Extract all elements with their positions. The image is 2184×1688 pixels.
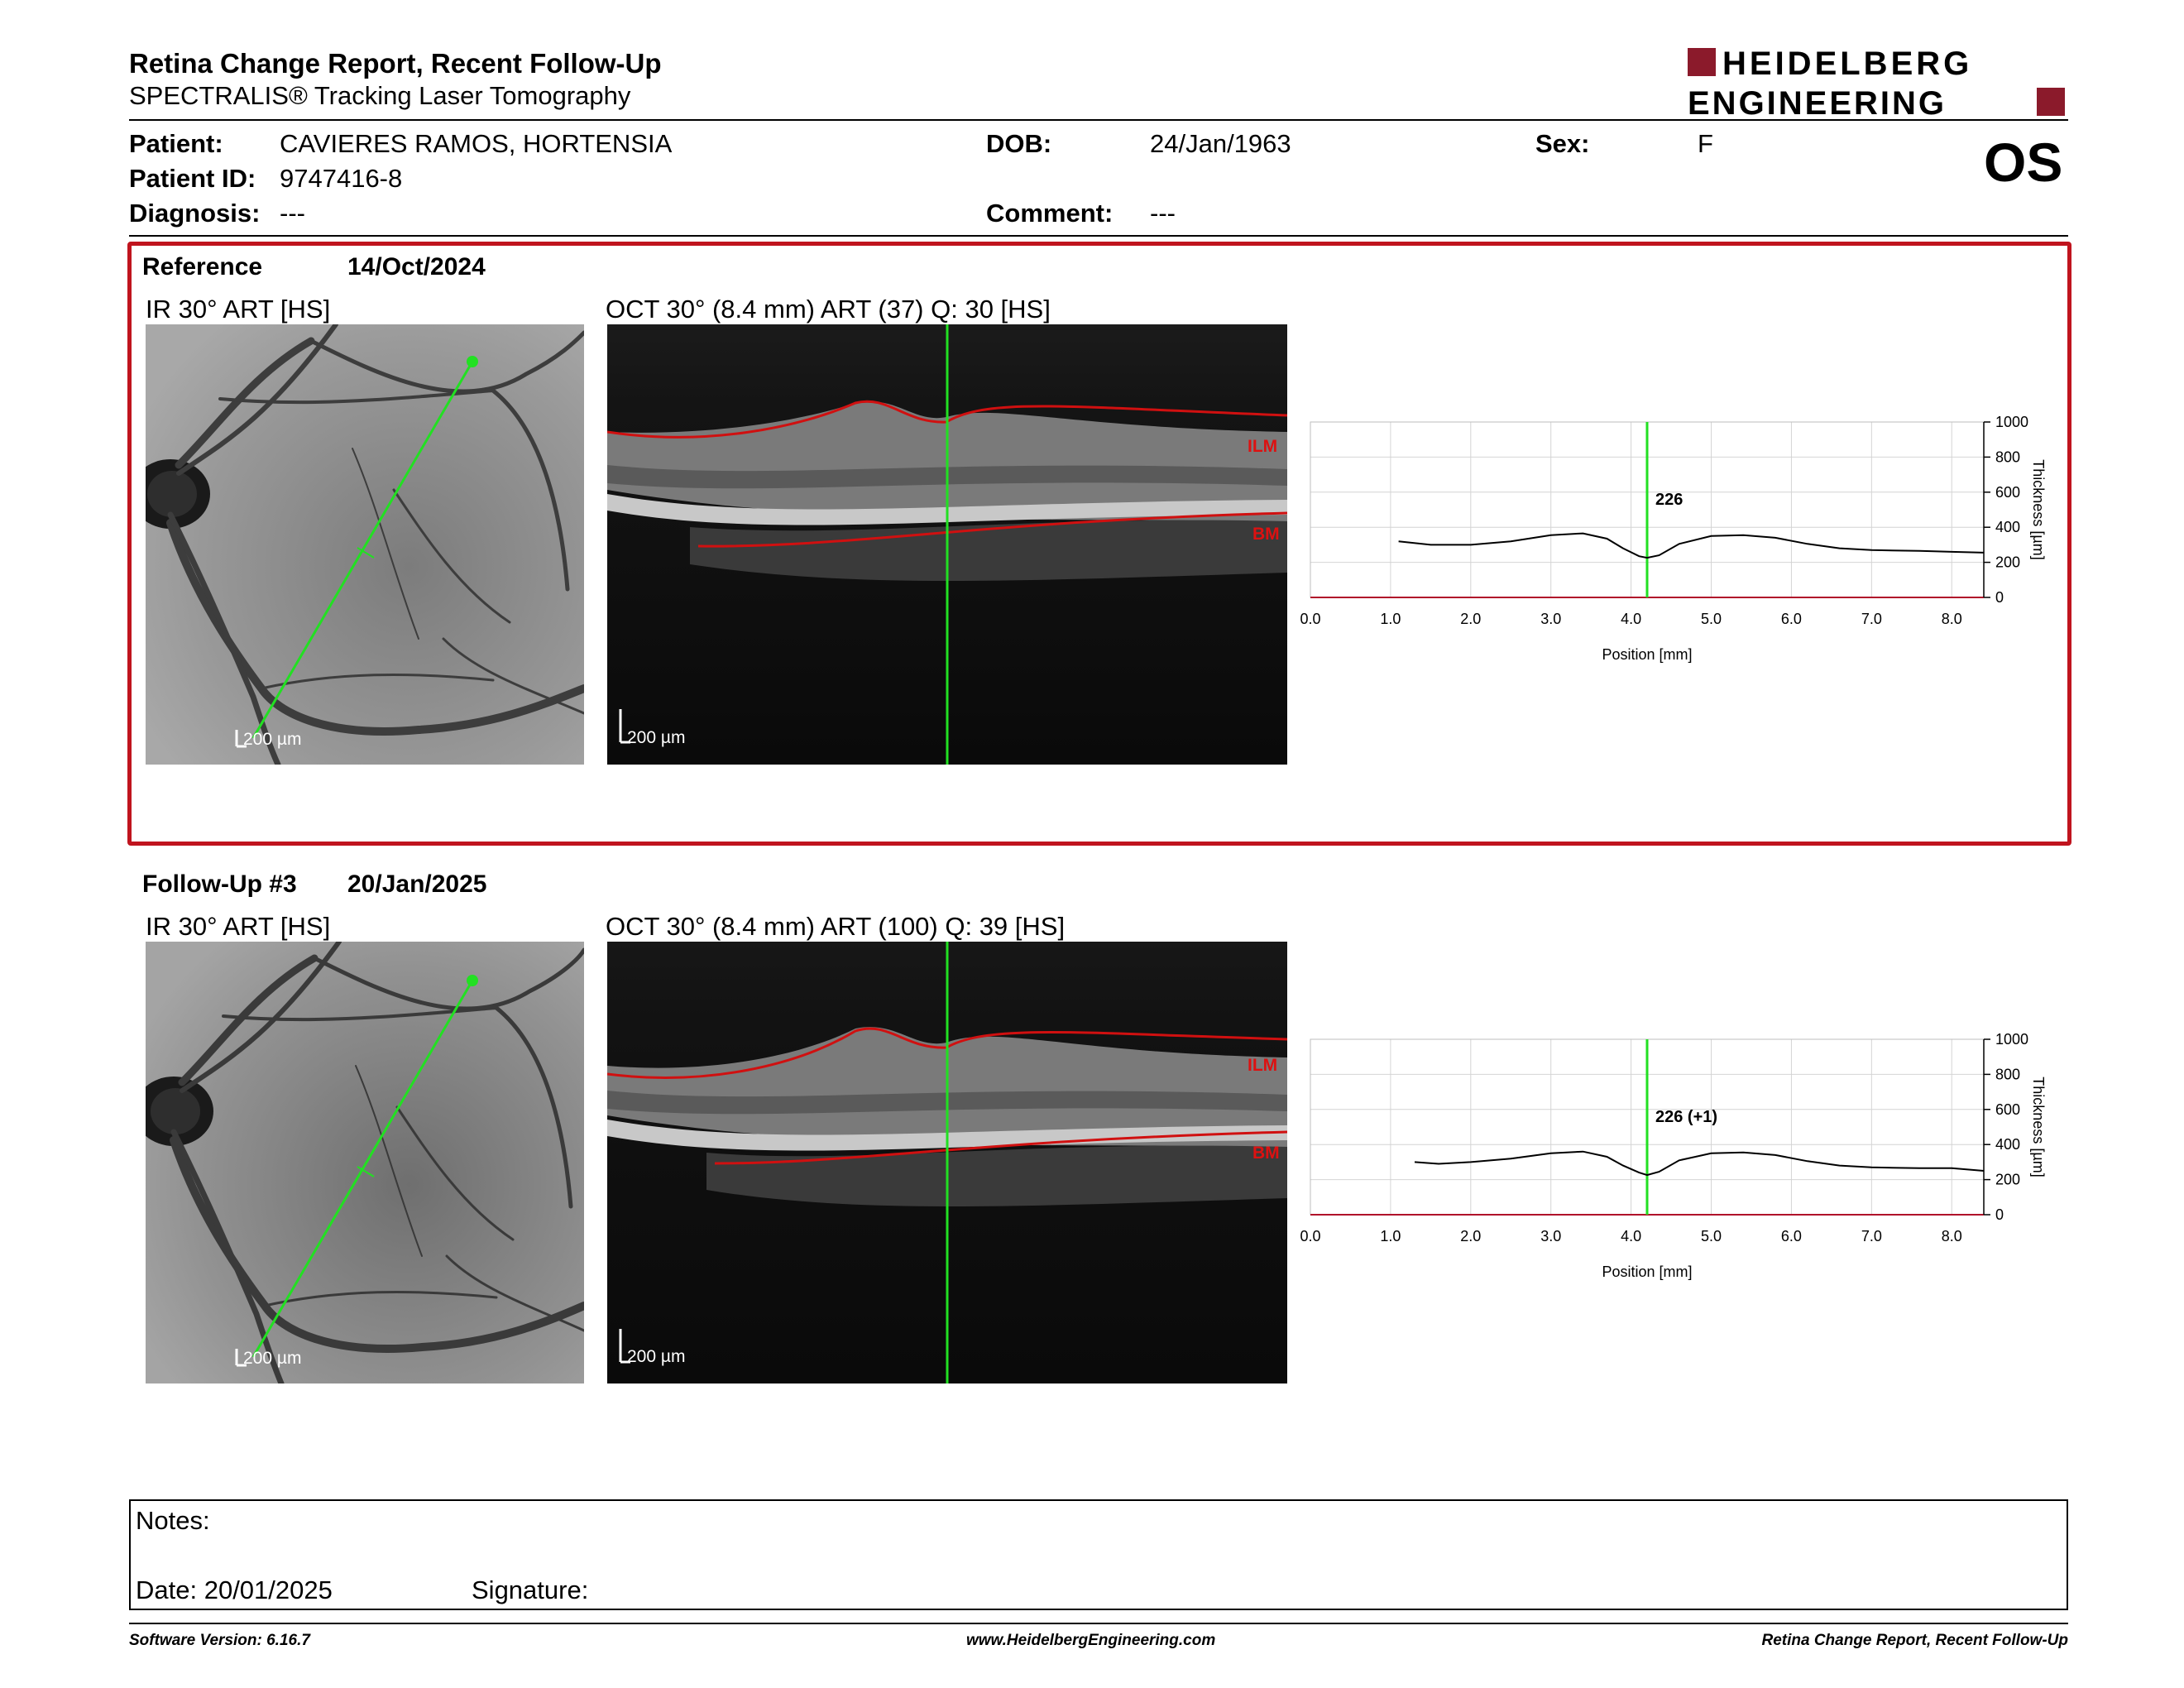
followup-label: Follow-Up #3	[142, 870, 297, 898]
x-tick-label: 3.0	[1540, 611, 1561, 627]
x-tick-label: 8.0	[1942, 1228, 1962, 1244]
reference-oct-bscan: ILM BM 200 µm	[607, 324, 1287, 765]
patient-id-value: 9747416-8	[280, 164, 403, 193]
x-tick-label: 5.0	[1701, 611, 1722, 627]
followup-date: 20/Jan/2025	[347, 870, 487, 898]
followup-fundus-image: 200 µm	[146, 942, 584, 1383]
y-tick-label: 800	[1995, 1066, 2020, 1082]
x-tick-label: 4.0	[1621, 1228, 1641, 1244]
svg-text:BM: BM	[1252, 1144, 1280, 1163]
comment-label: Comment:	[986, 199, 1114, 228]
x-tick-label: 1.0	[1380, 1228, 1401, 1244]
y-axis-label: Thickness [µm]	[2030, 1077, 2047, 1177]
svg-text:ILM: ILM	[1248, 437, 1277, 456]
marker-value-label: 226 (+1)	[1655, 1108, 1717, 1126]
reference-ir-label: IR 30° ART [HS]	[146, 295, 331, 324]
x-tick-label: 8.0	[1942, 611, 1962, 627]
y-tick-label: 1000	[1995, 1031, 2028, 1048]
followup-ir-label: IR 30° ART [HS]	[146, 912, 331, 941]
y-tick-label: 200	[1995, 1172, 2020, 1188]
x-tick-label: 7.0	[1861, 1228, 1882, 1244]
x-tick-label: 6.0	[1781, 1228, 1802, 1244]
notes-box: Notes: Date: 20/01/2025 Signature:	[129, 1499, 2068, 1610]
x-tick-label: 0.0	[1300, 611, 1320, 627]
sex-label: Sex:	[1535, 129, 1590, 158]
svg-text:ENGINEERING: ENGINEERING	[1688, 85, 1947, 118]
y-tick-label: 400	[1995, 519, 2020, 535]
reference-fundus-image: 200 µm	[146, 324, 584, 765]
x-tick-label: 6.0	[1781, 611, 1802, 627]
thickness-line	[1398, 532, 1985, 559]
patient-label: Patient:	[129, 129, 223, 158]
x-tick-label: 3.0	[1540, 1228, 1561, 1244]
x-axis-label: Position [mm]	[1602, 646, 1692, 663]
x-tick-label: 2.0	[1460, 611, 1481, 627]
notes-date: Date: 20/01/2025	[136, 1575, 333, 1604]
footer-divider	[129, 1623, 2068, 1624]
report-subtitle: SPECTRALIS® Tracking Laser Tomography	[129, 81, 631, 110]
y-tick-label: 600	[1995, 484, 2020, 501]
reference-label: Reference	[142, 253, 263, 281]
y-tick-label: 400	[1995, 1136, 2020, 1153]
heidelberg-logo: HEIDELBERG ENGINEERING	[1688, 46, 2068, 122]
footer-software-version: Software Version: 6.16.7	[129, 1632, 310, 1649]
reference-thickness-chart: 0.0 1.0 2.0 3.0 4.0 5.0 6.0 7.0 8.0 0 200 400 600 800…	[1300, 414, 2047, 663]
svg-text:200 µm: 200 µm	[243, 1349, 301, 1368]
eye-indicator: OS	[1984, 132, 2063, 193]
footer-report-name: Retina Change Report, Recent Follow-Up	[1761, 1632, 2068, 1649]
svg-text:200 µm: 200 µm	[243, 730, 301, 749]
reference-date: 14/Oct/2024	[347, 253, 486, 281]
followup-oct-label: OCT 30° (8.4 mm) ART (100) Q: 39 [HS]	[606, 912, 1066, 941]
x-axis-label: Position [mm]	[1602, 1264, 1692, 1280]
patient-name: CAVIERES RAMOS, HORTENSIA	[280, 129, 673, 158]
y-tick-label: 600	[1995, 1101, 2020, 1118]
patient-id-label: Patient ID:	[129, 164, 256, 193]
x-tick-label: 2.0	[1460, 1228, 1481, 1244]
followup-thickness-chart: 0.0 1.0 2.0 3.0 4.0 5.0 6.0 7.0 8.0 0 200 400 600 800…	[1300, 1031, 2047, 1280]
x-tick-label: 5.0	[1701, 1228, 1722, 1244]
signature-label: Signature:	[472, 1575, 589, 1604]
report-title: Retina Change Report, Recent Follow-Up	[129, 48, 662, 79]
y-tick-label: 200	[1995, 554, 2020, 571]
reference-oct-label: OCT 30° (8.4 mm) ART (37) Q: 30 [HS]	[606, 295, 1051, 324]
thickness-line	[1414, 1150, 1985, 1177]
comment-value: ---	[1150, 199, 1176, 228]
footer-website[interactable]: www.HeidelbergEngineering.com	[966, 1632, 1216, 1649]
diagnosis-label: Diagnosis:	[129, 199, 261, 228]
sex-value: F	[1698, 129, 1713, 158]
x-tick-label: 7.0	[1861, 611, 1882, 627]
svg-text:200 µm: 200 µm	[627, 1347, 685, 1366]
marker-value-label: 226	[1655, 491, 1683, 509]
x-tick-label: 4.0	[1621, 611, 1641, 627]
dob-label: DOB:	[986, 129, 1052, 158]
svg-text:200 µm: 200 µm	[627, 728, 685, 747]
x-tick-label: 0.0	[1300, 1228, 1320, 1244]
svg-text:HEIDELBERG: HEIDELBERG	[1722, 46, 1972, 82]
diagnosis-value: ---	[280, 199, 305, 228]
svg-text:BM: BM	[1252, 525, 1280, 544]
y-tick-label: 0	[1995, 1206, 2004, 1223]
dob-value: 24/Jan/1963	[1150, 129, 1291, 158]
y-tick-label: 0	[1995, 589, 2004, 606]
patient-divider	[129, 235, 2068, 237]
y-tick-label: 1000	[1995, 414, 2028, 430]
y-tick-label: 800	[1995, 448, 2020, 465]
reference-frame	[127, 242, 2071, 846]
header-divider	[129, 119, 2068, 121]
notes-label: Notes:	[136, 1506, 210, 1535]
y-axis-label: Thickness [µm]	[2030, 459, 2047, 559]
x-tick-label: 1.0	[1380, 611, 1401, 627]
svg-text:ILM: ILM	[1248, 1056, 1277, 1075]
followup-oct-bscan: ILM BM 200 µm	[607, 942, 1287, 1383]
